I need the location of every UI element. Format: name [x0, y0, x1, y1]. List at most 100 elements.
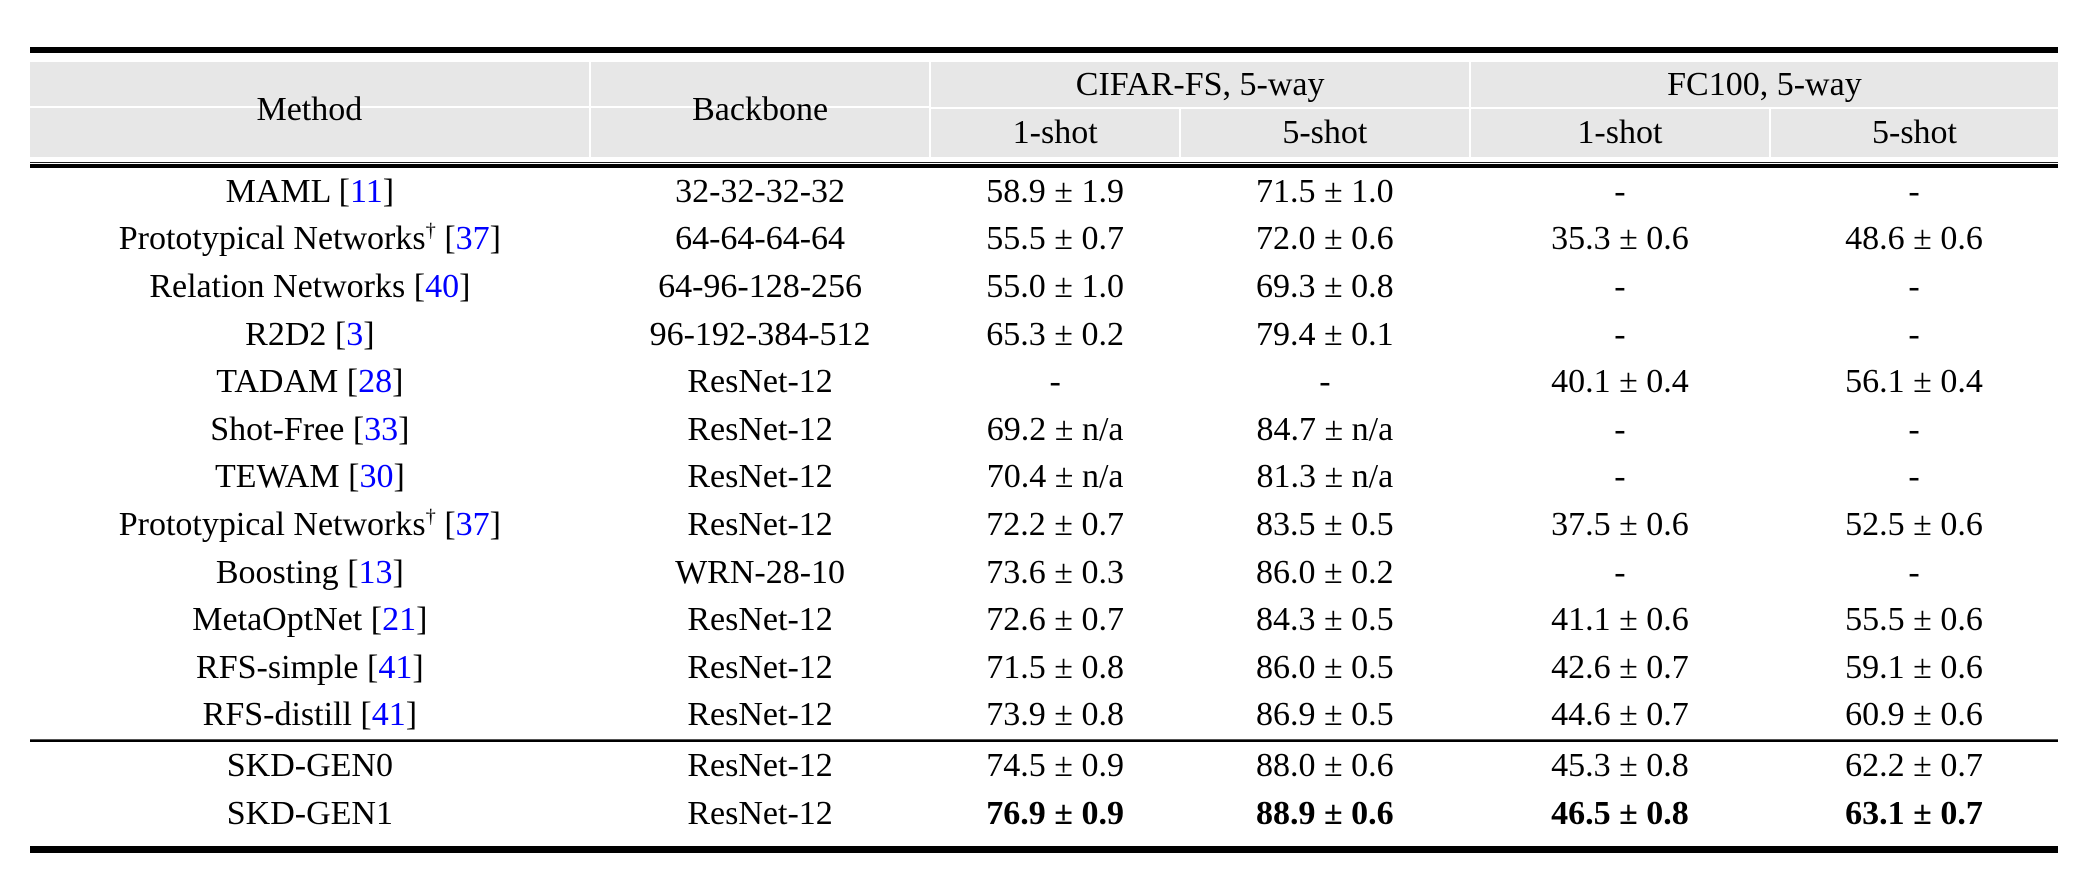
- table-row: MAML [11] 32-32-32-32 58.9 ± 1.9 71.5 ± 1.0…: [30, 168, 2058, 216]
- results-table-container: Method Backbone CIFAR-FS, 5-way FC100, 5…: [30, 47, 2058, 854]
- backbone-cell: ResNet-12: [687, 601, 833, 639]
- score-cell: -: [1319, 363, 1331, 401]
- score-cell: 37.5 ± 0.6: [1551, 505, 1689, 543]
- citation-link[interactable]: 28: [358, 363, 393, 401]
- table-row: RFS-simple [41] ResNet-12 71.5 ± 0.8 86.0 ±…: [30, 644, 2058, 692]
- method-cell: Prototypical Networks† [37]: [30, 216, 590, 264]
- score-cell: 41.1 ± 0.6: [1551, 601, 1689, 639]
- score-cell: 65.3 ± 0.2: [986, 315, 1124, 353]
- backbone-cell: 96-192-384-512: [649, 315, 871, 353]
- citation-bracket-open: [: [339, 458, 360, 496]
- method-name: TEWAM: [214, 458, 340, 496]
- table-rule-section-separator: [30, 739, 2058, 743]
- citation-link[interactable]: 37: [455, 220, 490, 258]
- score-cell: -: [1614, 458, 1626, 496]
- subheader-cifar-5shot: 5-shot: [1178, 107, 1470, 157]
- score-cell: 88.0 ± 0.6: [1256, 746, 1394, 784]
- citation-bracket-open: [: [351, 696, 372, 734]
- score-cell: 88.9 ± 0.6: [1256, 794, 1394, 832]
- citation-bracket-close: ]: [405, 696, 418, 734]
- citation-link[interactable]: 41: [378, 648, 413, 686]
- score-cell: 71.5 ± 0.8: [986, 648, 1124, 686]
- score-cell: 86.0 ± 0.5: [1256, 648, 1394, 686]
- citation-link[interactable]: 3: [346, 315, 364, 353]
- backbone-cell: WRN-28-10: [675, 553, 846, 591]
- score-cell: 72.2 ± 0.7: [986, 505, 1124, 543]
- citation-bracket-open: [: [338, 553, 359, 591]
- citation-link[interactable]: 11: [350, 172, 383, 210]
- method-cell: MAML [11]: [30, 168, 590, 216]
- citation-link[interactable]: 13: [358, 553, 393, 591]
- score-cell: -: [1908, 172, 1920, 210]
- backbone-cell: 64-96-128-256: [658, 267, 863, 305]
- score-cell: 84.7 ± n/a: [1256, 410, 1394, 448]
- header-subheader-row: 1-shot 5-shot 1-shot 5-shot: [30, 107, 2058, 157]
- citation-bracket-close: ]: [393, 458, 405, 496]
- score-cell: 69.3 ± 0.8: [1256, 267, 1394, 305]
- citation-bracket-open: [: [405, 267, 426, 305]
- method-name: RFS-simple: [196, 648, 359, 686]
- score-cell: 72.6 ± 0.7: [986, 601, 1124, 639]
- backbone-cell: ResNet-12: [687, 648, 833, 686]
- header-group-row: Method Backbone CIFAR-FS, 5-way FC100, 5…: [30, 62, 2058, 157]
- citation-bracket-close: ]: [398, 410, 410, 448]
- citation-link[interactable]: 21: [382, 601, 417, 639]
- score-cell: 55.0 ± 1.0: [986, 267, 1124, 305]
- method-cell: RFS-simple [41]: [30, 644, 590, 692]
- backbone-cell: ResNet-12: [687, 363, 833, 401]
- table-row: RFS-distill [41] ResNet-12 73.9 ± 0.8 86.9 …: [30, 692, 2058, 740]
- subheader-fc100-5shot: 5-shot: [1769, 107, 2058, 157]
- dagger-symbol: †: [425, 220, 436, 243]
- table-row: Relation Networks [40] 64-96-128-256 55.0 …: [30, 263, 2058, 311]
- score-cell: -: [1049, 363, 1061, 401]
- score-cell: 76.9 ± 0.9: [986, 794, 1124, 832]
- results-table-skd: SKD-GEN0 ResNet-12 74.5 ± 0.9 88.0 ± 0.6 45.…: [30, 742, 2058, 837]
- score-cell: -: [1614, 315, 1626, 353]
- backbone-cell: ResNet-12: [687, 505, 833, 543]
- score-cell: 79.4 ± 0.1: [1256, 315, 1394, 353]
- method-cell: TADAM [28]: [30, 358, 590, 406]
- citation-link[interactable]: 37: [455, 505, 490, 543]
- citation-bracket-open: [: [435, 505, 456, 543]
- citation-link[interactable]: 33: [364, 410, 399, 448]
- skd-methods-section: SKD-GEN0 ResNet-12 74.5 ± 0.9 88.0 ± 0.6 45.…: [30, 742, 2058, 837]
- citation-link[interactable]: 30: [359, 458, 394, 496]
- method-cell: R2D2 [3]: [30, 311, 590, 359]
- table-row: MetaOptNet [21] ResNet-12 72.6 ± 0.7 84.3 ±…: [30, 596, 2058, 644]
- citation-bracket-close: ]: [416, 601, 428, 639]
- score-cell: 56.1 ± 0.4: [1845, 363, 1983, 401]
- score-cell: -: [1908, 458, 1920, 496]
- score-cell: 60.9 ± 0.6: [1845, 696, 1983, 734]
- score-cell: 45.3 ± 0.8: [1551, 746, 1689, 784]
- subheader-fc100-1shot: 1-shot: [1468, 107, 1770, 157]
- backbone-cell: 32-32-32-32: [675, 172, 846, 210]
- method-name: Boosting: [215, 553, 339, 591]
- score-cell: -: [1614, 172, 1626, 210]
- citation-link[interactable]: 41: [371, 696, 406, 734]
- citation-link[interactable]: 40: [425, 267, 460, 305]
- citation-bracket-open: [: [362, 601, 383, 639]
- method-name: MetaOptNet: [192, 601, 363, 639]
- score-cell: 83.5 ± 0.5: [1256, 505, 1394, 543]
- score-cell: -: [1908, 267, 1920, 305]
- table-row: TADAM [28] ResNet-12 - - 40.1 ± 0.4 56.1 ± 0.…: [30, 358, 2058, 406]
- method-cell: SKD-GEN0: [30, 742, 590, 790]
- citation-bracket-close: ]: [392, 363, 404, 401]
- score-cell: 62.2 ± 0.7: [1845, 746, 1983, 784]
- method-cell: MetaOptNet [21]: [30, 596, 590, 644]
- citation-bracket-close: ]: [392, 553, 404, 591]
- score-cell: -: [1908, 553, 1920, 591]
- score-cell: 52.5 ± 0.6: [1845, 505, 1983, 543]
- method-name: Prototypical Networks: [118, 505, 426, 543]
- results-table-body: MAML [11] 32-32-32-32 58.9 ± 1.9 71.5 ± 1.0…: [30, 168, 2058, 739]
- score-cell: 73.6 ± 0.3: [986, 553, 1124, 591]
- citation-bracket-close: ]: [489, 220, 501, 258]
- method-name: Prototypical Networks: [118, 220, 426, 258]
- group-header-fc100: FC100, 5-way: [1468, 62, 2058, 108]
- score-cell: 84.3 ± 0.5: [1256, 601, 1394, 639]
- method-name: SKD-GEN1: [226, 794, 393, 832]
- score-cell: 71.5 ± 1.0: [1256, 172, 1394, 210]
- method-name: SKD-GEN0: [226, 746, 393, 784]
- citation-bracket-open: [: [358, 648, 379, 686]
- method-cell: RFS-distill [41]: [30, 692, 590, 740]
